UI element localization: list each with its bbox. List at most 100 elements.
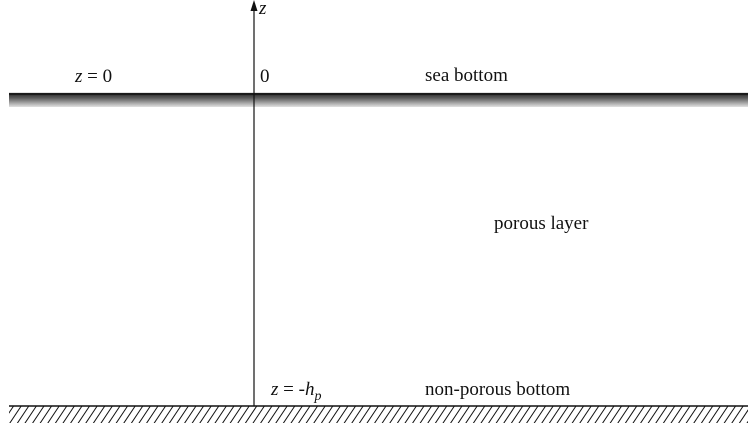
hatch-stroke [472,405,486,423]
hatch-stroke [700,405,714,423]
hatch-stroke [260,405,273,423]
hatch-stroke [503,405,516,423]
hatch-stroke [244,405,258,423]
hatch-stroke [54,405,68,423]
hatch-stroke [267,405,281,423]
hatch-stroke [130,405,144,423]
porous-layer-label: porous layer [494,213,589,234]
hatch-stroke [184,405,197,423]
hatch-stroke [731,405,744,423]
hatch-stroke [146,405,159,423]
hatch-stroke [168,405,182,423]
hatch-stroke [32,405,45,423]
hatch-stroke [108,405,121,423]
hatch-stroke [153,405,167,423]
hatch-stroke [358,405,372,423]
hatch-stroke [609,405,623,423]
hatch-stroke [275,405,288,423]
hatch-stroke [161,405,174,423]
hatch-stroke [305,405,319,423]
hatch-stroke [336,405,349,423]
hatch-stroke [708,405,721,423]
hatch-stroke [586,405,600,423]
hatch-stroke [320,405,334,423]
hatch-stroke [427,405,440,423]
hatch-stroke [495,405,509,423]
z-axis-label: z [258,0,267,19]
hatch-stroke [47,405,60,423]
hatch-stroke [526,405,539,423]
hatch-stroke [640,405,653,423]
hatch-stroke [366,405,379,423]
hatch-stroke [602,405,615,423]
hatch-stroke [579,405,592,423]
hatch-stroke [404,405,417,423]
non-porous-bottom-hatching [0,405,748,424]
hatch-stroke [206,405,220,423]
hatch-stroke [548,405,562,423]
hatch-stroke [9,405,15,414]
non-porous-bottom-label: non-porous bottom [425,379,570,400]
hatch-stroke [624,405,638,423]
sea-bottom-surface [9,93,748,107]
hatch-stroke [457,405,471,423]
hatch-stroke [389,405,402,423]
hatch-stroke [351,405,364,423]
hatch-stroke [328,405,341,423]
hatch-stroke [222,405,235,423]
hatch-stroke [252,405,265,423]
hatch-stroke [723,405,737,423]
hatch-stroke [480,405,493,423]
hatch-stroke [541,405,554,423]
hatch-stroke [510,405,524,423]
hatch-stroke [396,405,410,423]
hatch-stroke [662,405,676,423]
hatch-stroke [556,405,569,423]
hatch-stroke [0,406,6,424]
hatch-stroke [564,405,577,423]
sea-bottom-label: sea bottom [425,65,508,86]
z-axis-arrowhead [250,0,258,11]
hatch-stroke [647,405,661,423]
hatch-stroke [374,405,387,423]
hatch-stroke [138,405,151,423]
hatch-stroke [100,405,113,423]
hatch-stroke [214,405,227,423]
hatch-stroke [685,405,699,423]
z-equals-zero-label: z = 0 [74,66,112,87]
hatch-stroke [92,405,106,423]
hatch-stroke [594,405,607,423]
hatch-stroke [571,405,585,423]
hatch-stroke [298,405,311,423]
hatch-stroke [343,405,357,423]
hatch-stroke [450,405,463,423]
hatch-stroke [16,405,30,423]
hatch-stroke [191,405,205,423]
hatch-stroke [655,405,668,423]
hatch-stroke [412,405,425,423]
hatch-stroke [290,405,303,423]
hatch-stroke [70,405,83,423]
hatch-stroke [419,405,433,423]
hatch-stroke [738,409,748,423]
hatch-stroke [24,405,37,423]
hatch-stroke [716,405,729,423]
hatch-stroke [313,405,326,423]
hatch-stroke [617,405,630,423]
hatch-stroke [488,405,501,423]
hatch-stroke [465,405,478,423]
hatch-stroke [237,405,250,423]
hatch-stroke [62,405,75,423]
hatch-stroke [670,405,683,423]
hatch-stroke [632,405,645,423]
hatch-stroke [77,405,91,423]
hatch-stroke [9,405,22,423]
hatch-stroke [39,405,53,423]
hatch-stroke [381,405,395,423]
hatch-stroke [229,405,243,423]
hatch-stroke [176,405,189,423]
hatch-stroke [123,405,136,423]
hatch-stroke [693,405,706,423]
hatch-stroke [518,405,531,423]
